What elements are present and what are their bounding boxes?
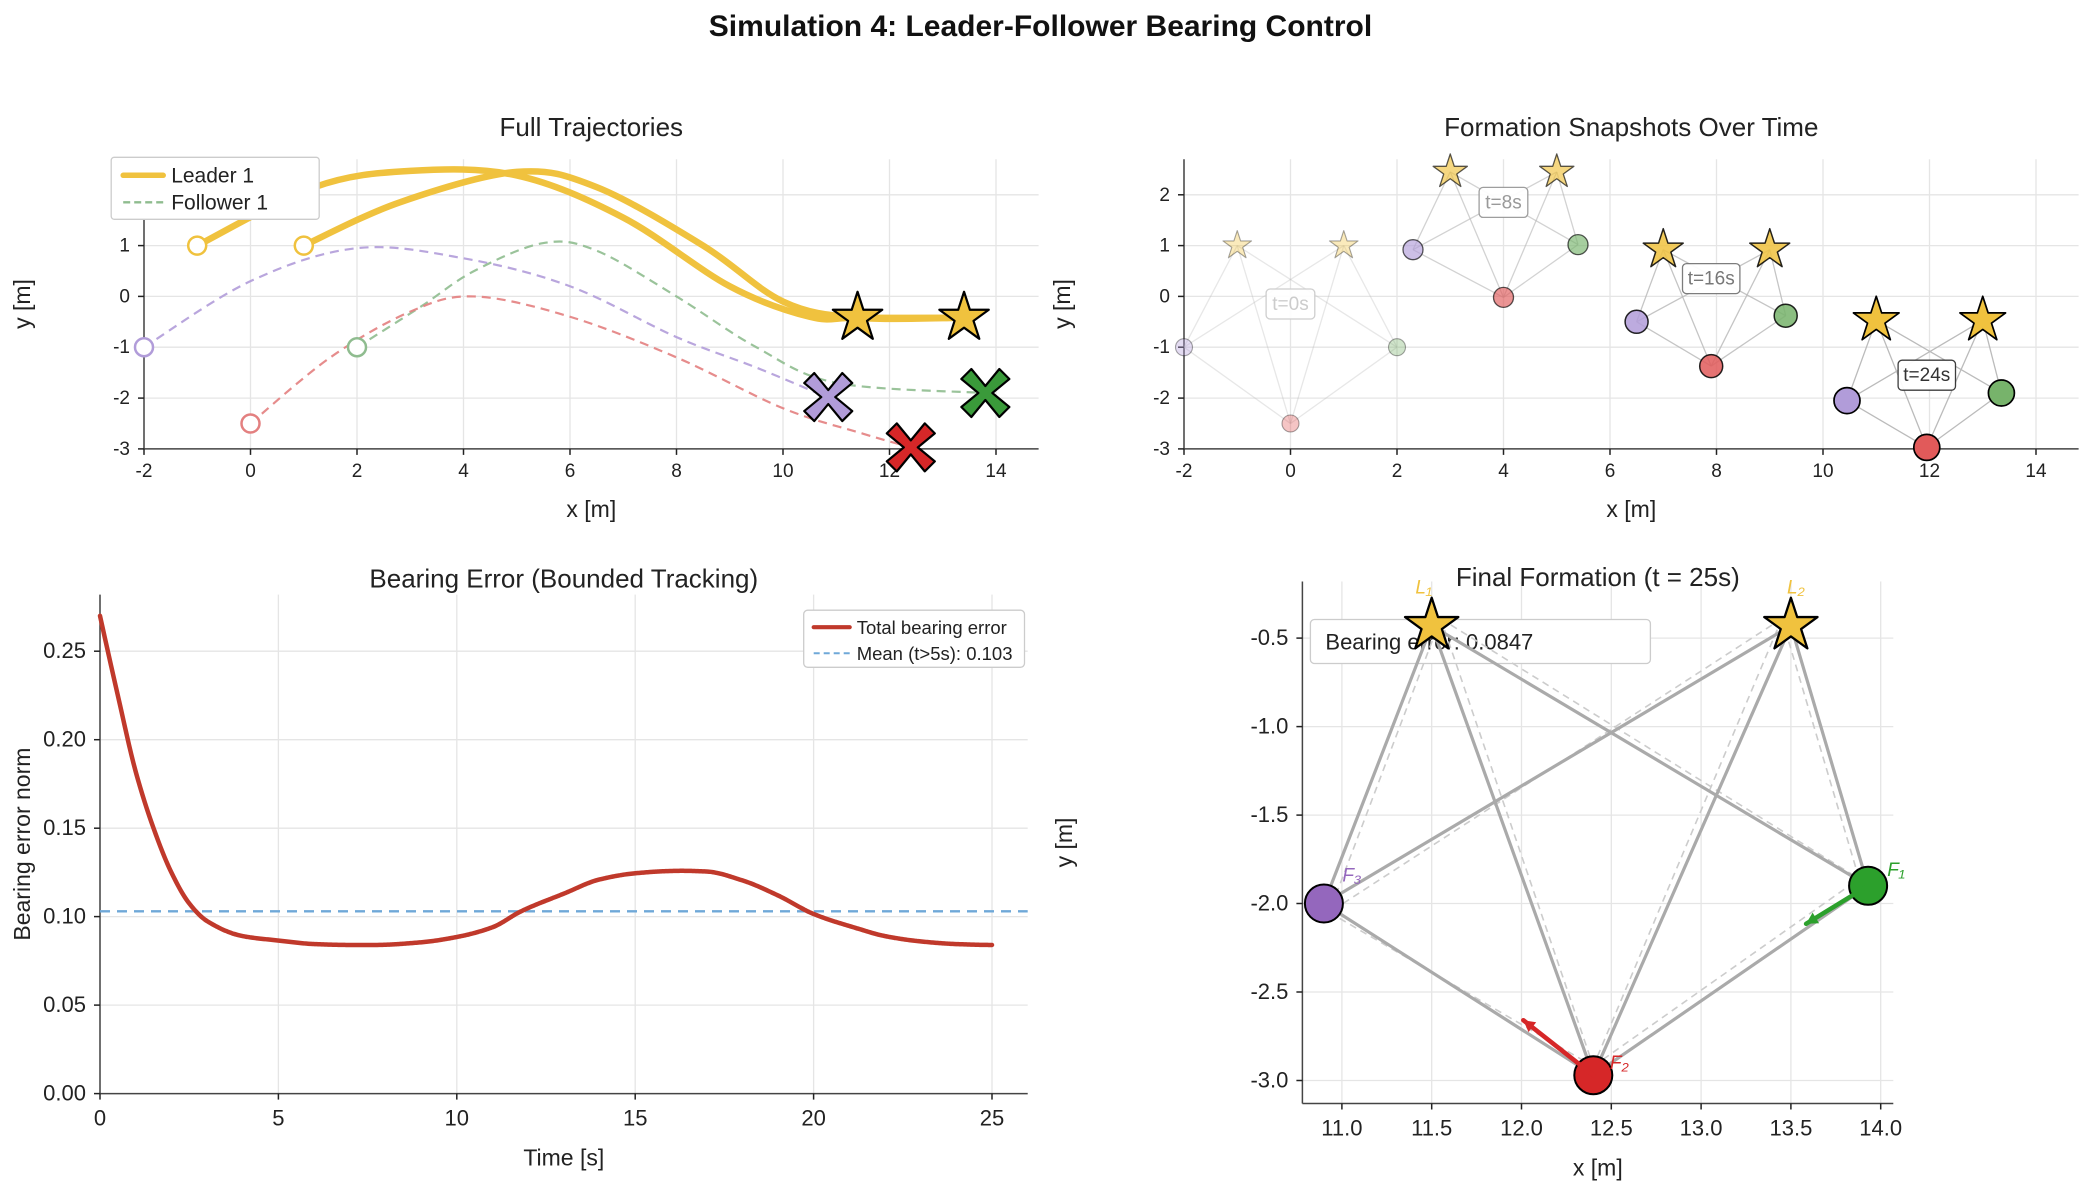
svg-text:-1: -1 bbox=[1153, 337, 1170, 358]
svg-text:2: 2 bbox=[1159, 185, 1170, 206]
svg-text:-2: -2 bbox=[113, 388, 130, 409]
svg-text:y [m]: y [m] bbox=[1051, 818, 1077, 868]
svg-text:x [m]: x [m] bbox=[1573, 1155, 1623, 1181]
svg-text:4: 4 bbox=[1498, 461, 1509, 482]
svg-text:-2.0: -2.0 bbox=[1250, 891, 1288, 916]
svg-text:-0.5: -0.5 bbox=[1250, 625, 1288, 650]
svg-text:1: 1 bbox=[1159, 236, 1170, 257]
svg-text:0.20: 0.20 bbox=[43, 727, 86, 752]
svg-text:11.0: 11.0 bbox=[1321, 1116, 1362, 1141]
svg-text:13.0: 13.0 bbox=[1680, 1116, 1723, 1141]
svg-text:t=8s: t=8s bbox=[1485, 192, 1521, 213]
svg-text:10: 10 bbox=[445, 1106, 469, 1131]
svg-text:0.10: 0.10 bbox=[43, 904, 86, 929]
svg-text:-3: -3 bbox=[113, 439, 130, 460]
svg-text:1: 1 bbox=[119, 236, 130, 257]
svg-text:2: 2 bbox=[1392, 461, 1403, 482]
svg-text:0.00: 0.00 bbox=[43, 1081, 86, 1106]
svg-text:0: 0 bbox=[245, 461, 256, 482]
svg-text:5: 5 bbox=[272, 1106, 284, 1131]
svg-text:Time [s]: Time [s] bbox=[523, 1145, 604, 1171]
svg-text:-2.5: -2.5 bbox=[1250, 979, 1288, 1004]
svg-text:Bearing error norm: Bearing error norm bbox=[9, 748, 35, 941]
svg-text:25: 25 bbox=[980, 1106, 1004, 1131]
svg-text:-1.0: -1.0 bbox=[1250, 714, 1288, 739]
svg-text:x [m]: x [m] bbox=[1606, 496, 1656, 522]
svg-text:0: 0 bbox=[119, 286, 130, 307]
svg-text:y [m]: y [m] bbox=[9, 279, 35, 329]
svg-text:4: 4 bbox=[458, 461, 469, 482]
svg-text:14: 14 bbox=[2025, 461, 2047, 482]
svg-text:2: 2 bbox=[352, 461, 363, 482]
svg-text:8: 8 bbox=[671, 461, 682, 482]
svg-text:F₃: F₃ bbox=[1342, 866, 1362, 887]
svg-text:-2: -2 bbox=[1153, 388, 1170, 409]
svg-text:x [m]: x [m] bbox=[566, 496, 616, 522]
svg-text:F₁: F₁ bbox=[1887, 860, 1905, 881]
svg-text:Bearing Error (Bounded Trackin: Bearing Error (Bounded Tracking) bbox=[369, 564, 758, 594]
svg-text:0: 0 bbox=[1159, 286, 1170, 307]
svg-text:12: 12 bbox=[1919, 461, 1940, 482]
svg-text:-1: -1 bbox=[113, 337, 130, 358]
svg-text:15: 15 bbox=[623, 1106, 647, 1131]
svg-text:Leader 1: Leader 1 bbox=[171, 164, 254, 187]
svg-text:t=0s: t=0s bbox=[1272, 294, 1308, 315]
svg-text:t=24s: t=24s bbox=[1903, 365, 1950, 386]
svg-text:11.5: 11.5 bbox=[1411, 1116, 1452, 1141]
svg-text:L₁: L₁ bbox=[1415, 578, 1432, 599]
svg-text:6: 6 bbox=[1605, 461, 1616, 482]
svg-text:Total bearing error: Total bearing error bbox=[857, 617, 1007, 638]
svg-text:Mean (t>5s): 0.103: Mean (t>5s): 0.103 bbox=[857, 643, 1013, 664]
svg-text:10: 10 bbox=[1812, 461, 1833, 482]
svg-text:-3.0: -3.0 bbox=[1250, 1068, 1288, 1093]
svg-text:12.0: 12.0 bbox=[1500, 1116, 1543, 1141]
svg-text:14.0: 14.0 bbox=[1859, 1116, 1902, 1141]
svg-text:0.25: 0.25 bbox=[43, 638, 86, 663]
svg-text:10: 10 bbox=[772, 461, 793, 482]
svg-text:6: 6 bbox=[565, 461, 576, 482]
svg-text:F₂: F₂ bbox=[1610, 1053, 1630, 1074]
svg-text:-2: -2 bbox=[1176, 461, 1193, 482]
svg-text:0: 0 bbox=[1285, 461, 1296, 482]
svg-text:20: 20 bbox=[801, 1106, 825, 1131]
svg-text:8: 8 bbox=[1711, 461, 1722, 482]
svg-text:-3: -3 bbox=[1153, 439, 1170, 460]
svg-text:y [m]: y [m] bbox=[1049, 279, 1075, 329]
svg-text:0: 0 bbox=[94, 1106, 106, 1131]
svg-text:0.15: 0.15 bbox=[43, 815, 86, 840]
svg-text:-2: -2 bbox=[136, 461, 153, 482]
svg-text:Final Formation (t = 25s): Final Formation (t = 25s) bbox=[1456, 562, 1740, 592]
svg-text:Follower 1: Follower 1 bbox=[171, 191, 268, 214]
svg-text:Formation Snapshots Over Time: Formation Snapshots Over Time bbox=[1444, 112, 1818, 142]
svg-text:12.5: 12.5 bbox=[1590, 1116, 1633, 1141]
svg-text:t=16s: t=16s bbox=[1688, 269, 1735, 290]
svg-text:-1.5: -1.5 bbox=[1250, 802, 1288, 827]
svg-text:14: 14 bbox=[985, 461, 1007, 482]
svg-text:Full Trajectories: Full Trajectories bbox=[500, 112, 684, 142]
svg-text:0.05: 0.05 bbox=[43, 992, 86, 1017]
svg-text:13.5: 13.5 bbox=[1769, 1116, 1812, 1141]
svg-text:L₂: L₂ bbox=[1787, 578, 1806, 599]
